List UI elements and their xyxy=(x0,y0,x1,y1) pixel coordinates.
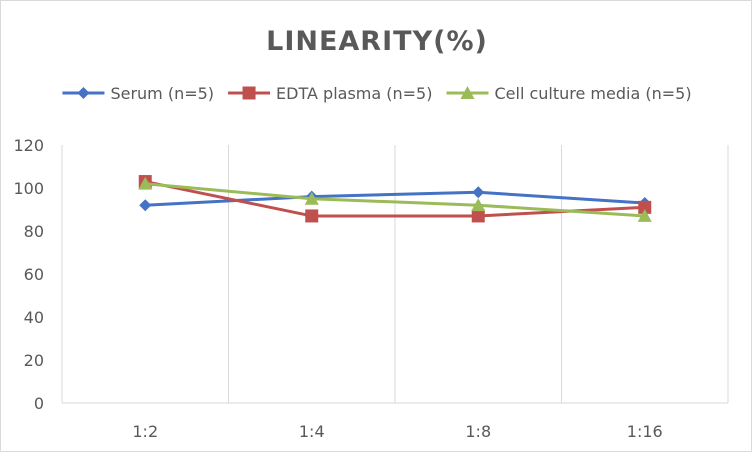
x-tick-label: 1:8 xyxy=(465,422,491,441)
data-point xyxy=(637,208,652,222)
y-tick-label: 40 xyxy=(24,308,44,327)
legend-item: EDTA plasma (n=5) xyxy=(228,84,432,103)
y-tick-label: 60 xyxy=(24,265,44,284)
x-tick-label: 1:4 xyxy=(299,422,325,441)
y-tick-label: 0 xyxy=(34,394,44,413)
legend-label: Cell culture media (n=5) xyxy=(494,84,691,103)
data-point xyxy=(304,191,319,205)
x-tick-label: 1:2 xyxy=(132,422,158,441)
series-line xyxy=(145,190,645,207)
data-point xyxy=(471,209,485,223)
legend-marker xyxy=(460,86,475,99)
data-point xyxy=(638,200,652,214)
y-tick-label: 20 xyxy=(24,351,44,370)
y-tick-label: 100 xyxy=(13,179,44,198)
legend-item: Serum (n=5) xyxy=(62,84,214,103)
y-axis-ticks: 0 20 40 60 80 100 120 xyxy=(13,136,44,413)
data-point xyxy=(305,209,319,223)
chart-title: LINEARITY(%) xyxy=(266,26,488,57)
legend-marker xyxy=(242,86,256,100)
data-point xyxy=(139,199,152,212)
legend-label: Serum (n=5) xyxy=(110,84,214,103)
legend: Serum (n=5) EDTA plasma (n=5) Cell culture… xyxy=(62,84,692,103)
x-axis-ticks: 1:2 1:4 1:8 1:16 xyxy=(132,422,662,441)
x-tick-label: 1:16 xyxy=(627,422,663,441)
gridlines xyxy=(61,145,729,404)
plot-series xyxy=(138,175,652,223)
data-point xyxy=(138,176,153,190)
legend-label: EDTA plasma (n=5) xyxy=(276,84,432,103)
y-tick-label: 80 xyxy=(24,222,44,241)
legend-item: Cell culture media (n=5) xyxy=(446,84,692,103)
data-point xyxy=(471,198,486,212)
series-line xyxy=(145,182,645,218)
series-2 xyxy=(138,176,652,222)
data-point xyxy=(472,186,485,199)
y-tick-label: 120 xyxy=(13,136,44,155)
legend-marker xyxy=(77,87,90,99)
